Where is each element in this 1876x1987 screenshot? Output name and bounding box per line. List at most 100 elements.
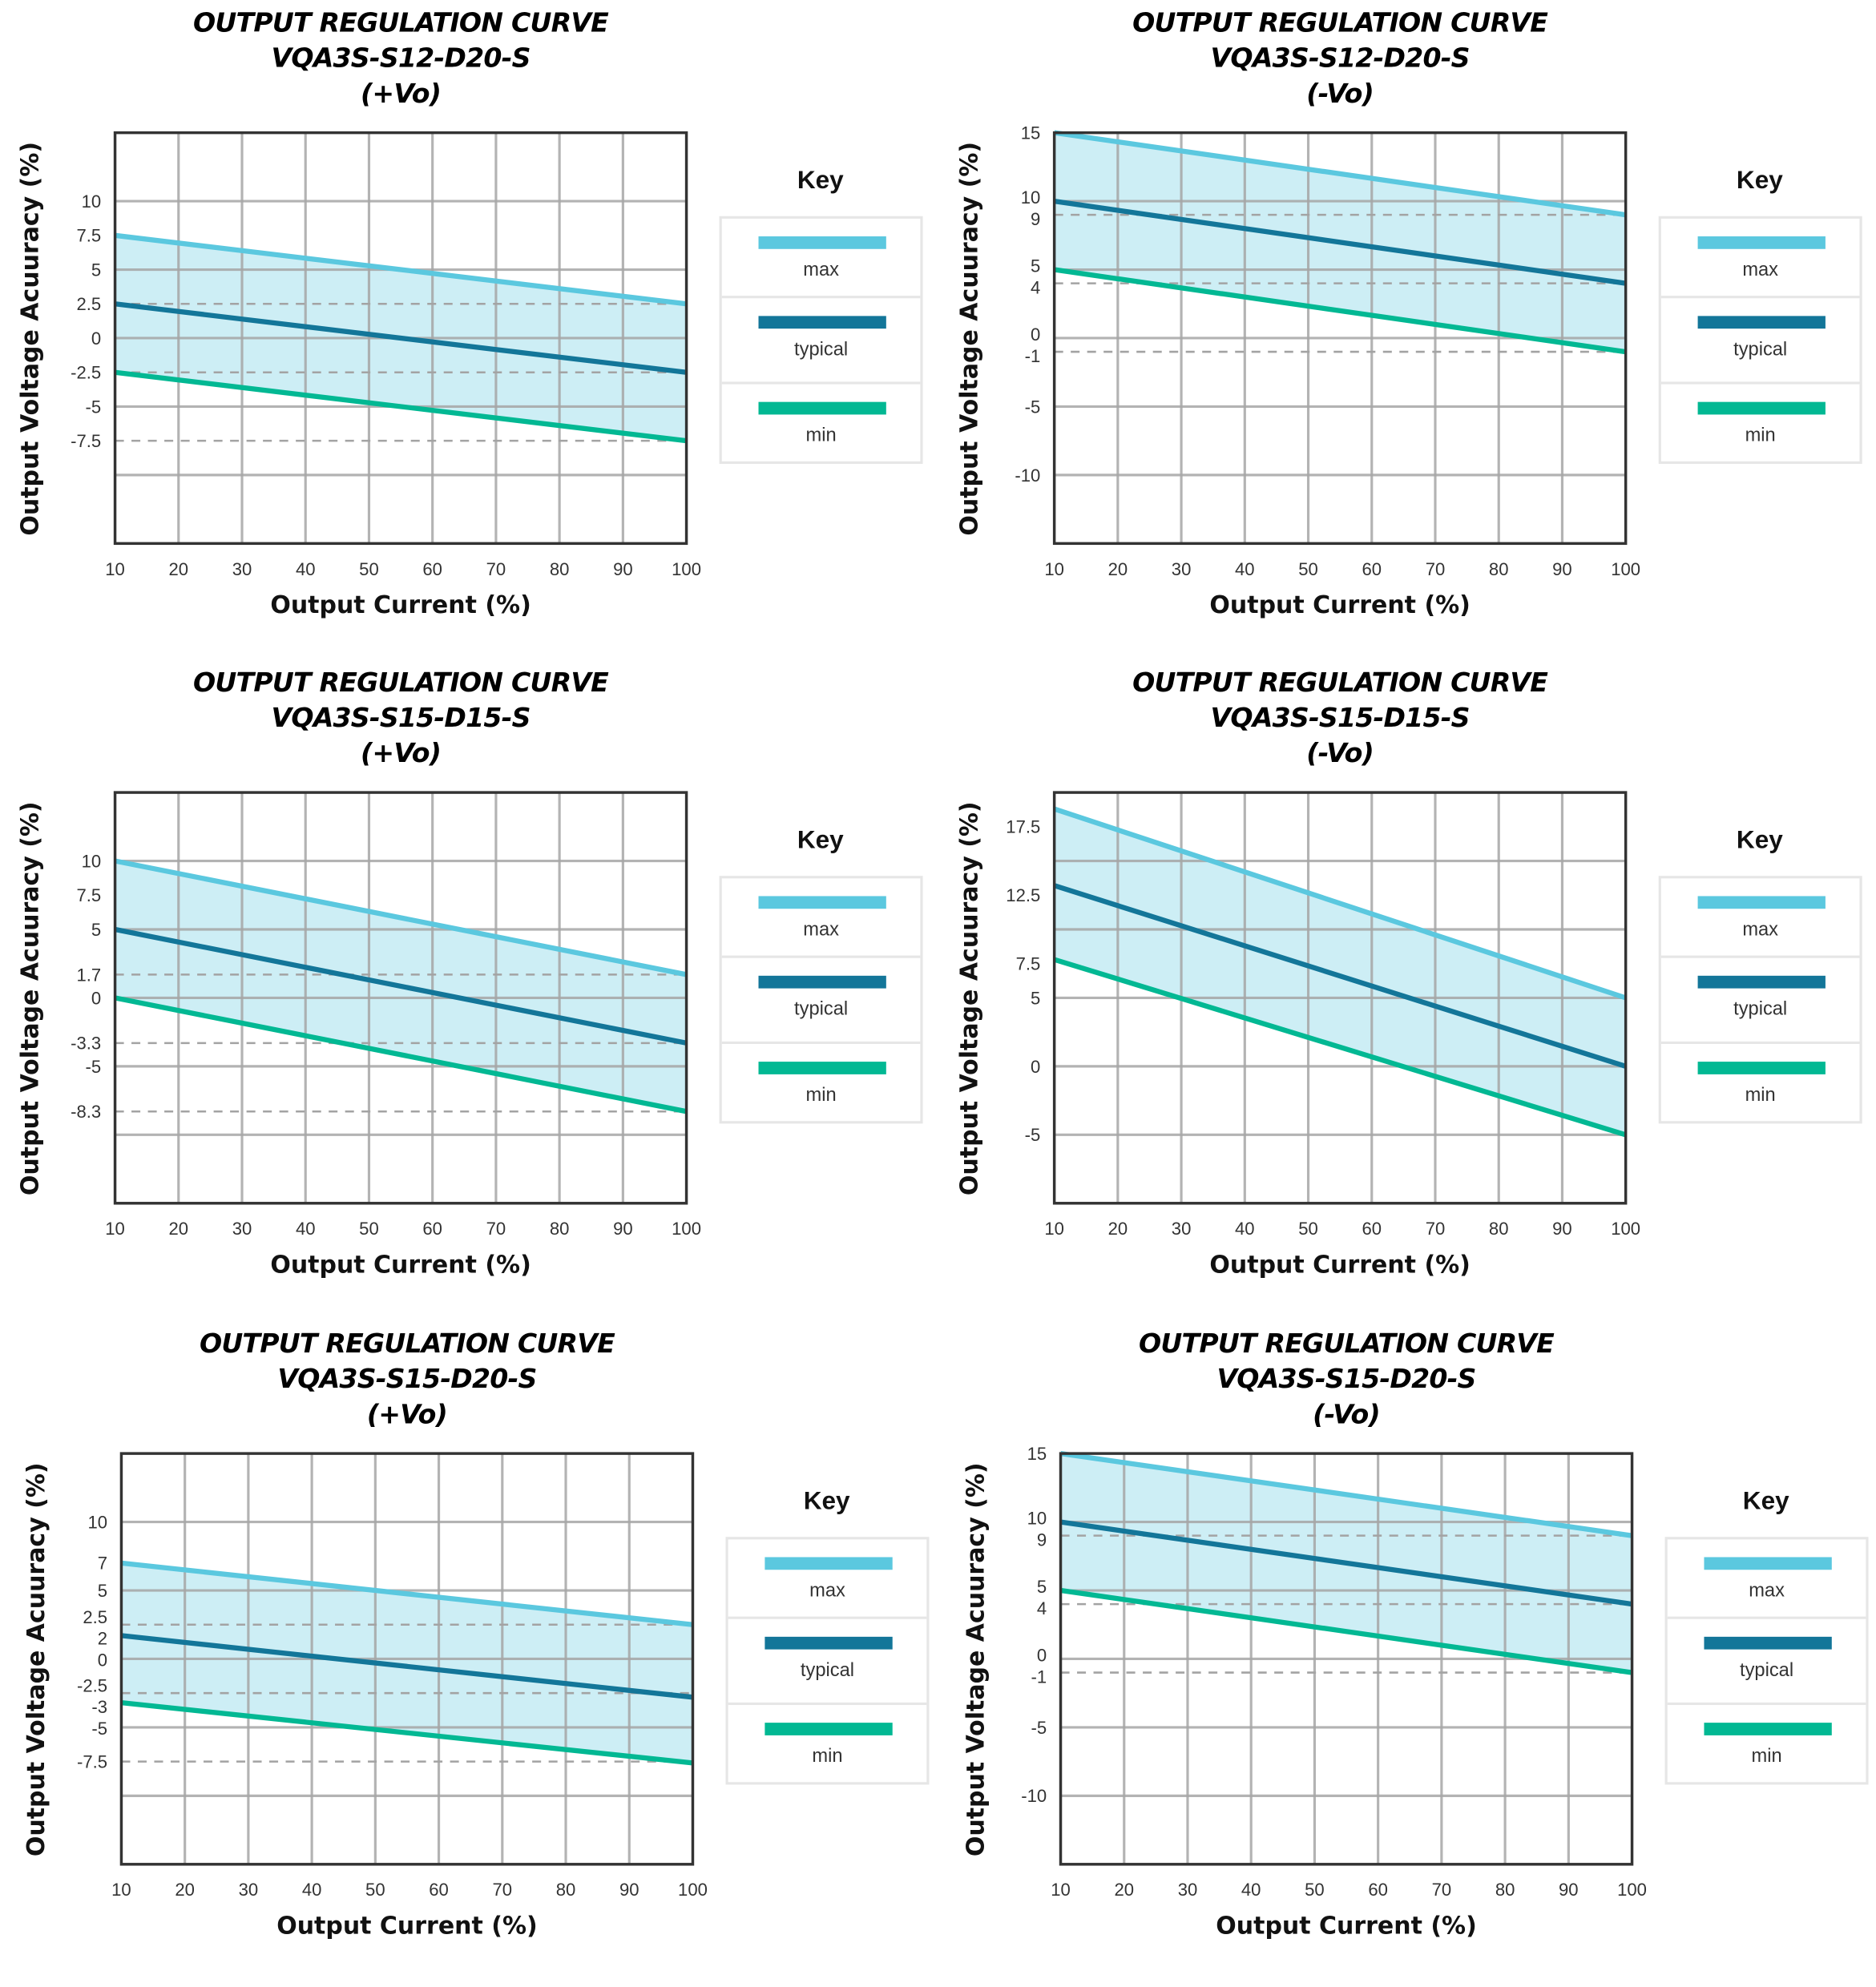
x-tick-label: 100 (672, 1219, 701, 1239)
legend-swatch-typical (1704, 1636, 1832, 1650)
y-tick-label: -5 (1031, 1718, 1047, 1738)
chart-subtitle-output: (-Vo) (1306, 738, 1374, 769)
plot-frame (1052, 791, 1628, 1205)
y-tick-label: 15 (1027, 1444, 1047, 1464)
legend-title: Key (1736, 826, 1783, 855)
x-tick-label: 10 (1044, 559, 1064, 579)
legend-swatch-typical (758, 975, 886, 989)
legend-item-max: max (721, 219, 921, 299)
legend-label: min (805, 425, 837, 446)
legend: max typical min (719, 216, 923, 464)
chart-subtitle-output: (+Vo) (361, 738, 442, 769)
y-tick-label: 5 (98, 1581, 107, 1601)
x-tick-label: 20 (1108, 559, 1128, 579)
chart-subtitle-output: (+Vo) (366, 1399, 448, 1430)
y-tick-label: -10 (1015, 466, 1040, 486)
x-tick-label: 60 (422, 1219, 442, 1239)
chart-panel: OUTPUT REGULATION CURVE VQA3S-S15-D15-S … (0, 659, 935, 1304)
y-tick-label: 5 (1031, 256, 1040, 276)
x-tick-label: 90 (613, 1219, 633, 1239)
x-axis-label: Output Current (%) (1209, 1251, 1471, 1280)
tolerance-band (121, 1562, 693, 1763)
x-tick-label: 70 (486, 559, 506, 579)
chart-title: OUTPUT REGULATION CURVE VQA3S-S15-D15-S … (1087, 665, 1593, 772)
series-line-max (1054, 130, 1627, 218)
legend-swatch-max (1704, 1557, 1832, 1570)
x-tick-label: 10 (1051, 1880, 1071, 1900)
legend-swatch-min (758, 1062, 886, 1074)
legend-title: Key (797, 167, 844, 195)
x-tick-label: 50 (365, 1880, 385, 1900)
legend-item-max: max (721, 878, 921, 958)
y-tick-label: 5 (91, 920, 101, 940)
series-line-typical (1054, 198, 1627, 286)
y-tick-label: 10 (82, 851, 102, 871)
y-tick-label: 7.5 (1016, 954, 1041, 974)
chart-title-line: OUTPUT REGULATION CURVE (1132, 667, 1548, 698)
chart-title: OUTPUT REGULATION CURVE VQA3S-S15-D20-S … (154, 1326, 660, 1433)
legend: max typical min (1658, 216, 1862, 464)
legend-item-max: max (1667, 1539, 1866, 1619)
chart-title: OUTPUT REGULATION CURVE VQA3S-S15-D15-S … (148, 665, 654, 772)
x-tick-label: 10 (105, 1219, 125, 1239)
y-tick-label: 7.5 (76, 226, 101, 246)
x-tick-label: 10 (1044, 1219, 1064, 1239)
y-tick-label: 2.5 (83, 1607, 107, 1627)
legend-swatch-max (1697, 236, 1826, 249)
legend-item-typical: typical (721, 958, 921, 1045)
series-line-max (121, 1560, 693, 1627)
legend-title: Key (1736, 167, 1783, 195)
x-tick-label: 100 (1611, 559, 1640, 579)
x-tick-label: 20 (1114, 1880, 1134, 1900)
x-axis-label: Output Current (%) (270, 591, 531, 619)
legend: max typical min (1664, 1537, 1869, 1785)
x-tick-label: 50 (1305, 1880, 1325, 1900)
chart-title-line: OUTPUT REGULATION CURVE (193, 7, 609, 38)
x-axis-label: Output Current (%) (1216, 1912, 1477, 1941)
series-line-max (1053, 806, 1627, 1001)
y-tick-label: 9 (1037, 1530, 1047, 1550)
x-axis-label: Output Current (%) (276, 1912, 538, 1941)
x-tick-label: 60 (1362, 559, 1382, 579)
x-tick-label: 40 (1241, 1880, 1261, 1900)
x-tick-label: 60 (1362, 1219, 1382, 1239)
y-axis-label: Output Voltage Acuuracy (%) (955, 141, 984, 536)
x-tick-label: 20 (168, 559, 188, 579)
legend-title: Key (803, 1487, 850, 1516)
legend-title: Key (797, 826, 844, 855)
series-line-typical (114, 926, 688, 1046)
y-axis-label: Output Voltage Acuuracy (%) (962, 1462, 990, 1857)
y-tick-label: 10 (82, 191, 102, 212)
chart-panel: OUTPUT REGULATION CURVE VQA3S-S12-D20-S … (0, 0, 935, 645)
chart-title-line: OUTPUT REGULATION CURVE (1139, 1328, 1555, 1359)
x-tick-label: 10 (105, 559, 125, 579)
x-tick-label: 30 (1172, 1219, 1192, 1239)
x-tick-label: 40 (1235, 559, 1255, 579)
chart-title-line: OUTPUT REGULATION CURVE (193, 667, 609, 698)
x-tick-label: 40 (296, 1219, 316, 1239)
legend-swatch-typical (1697, 975, 1826, 989)
x-tick-label: 60 (1368, 1880, 1388, 1900)
legend-label: max (809, 1579, 845, 1602)
y-tick-label: -1 (1031, 1667, 1047, 1687)
x-tick-label: 40 (296, 559, 316, 579)
series-line-max (114, 858, 688, 977)
series-line-max (115, 232, 687, 307)
legend-item-min: min (728, 1705, 927, 1782)
x-tick-label: 80 (550, 559, 570, 579)
y-tick-label: 12.5 (1006, 885, 1040, 905)
legend-item-min: min (722, 385, 921, 461)
y-tick-label: 0 (1037, 1645, 1047, 1665)
chart-panel: OUTPUT REGULATION CURVE VQA3S-S15-D15-S … (939, 659, 1874, 1304)
y-tick-label: 5 (1031, 988, 1040, 1008)
y-tick-label: -2.5 (71, 363, 101, 383)
y-tick-label: -7.5 (77, 1752, 107, 1772)
x-tick-label: 70 (1426, 1219, 1446, 1239)
x-tick-label: 90 (619, 1880, 639, 1900)
x-tick-label: 20 (168, 1219, 188, 1239)
y-tick-label: 5 (91, 260, 101, 280)
y-tick-label: 1.7 (76, 965, 101, 985)
y-axis-label: Output Voltage Acuuracy (%) (22, 1462, 51, 1857)
